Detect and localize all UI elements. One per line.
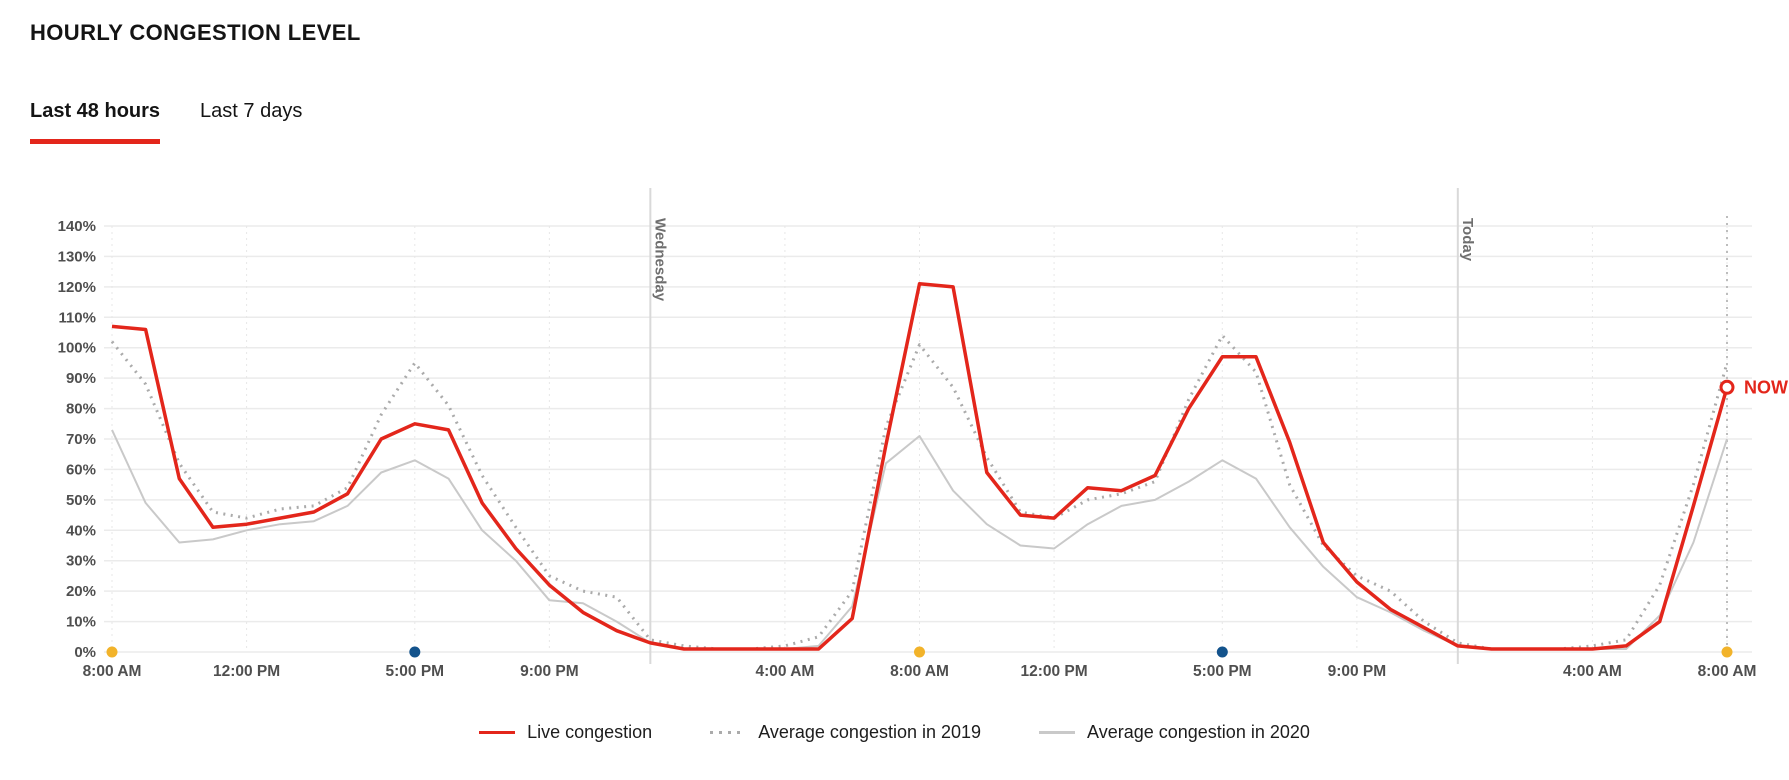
- now-label: NOW: [1744, 377, 1788, 397]
- day-separator-label: Today: [1459, 218, 1476, 262]
- y-tick-label: 90%: [66, 370, 96, 387]
- y-tick-label: 140%: [58, 218, 96, 235]
- x-tick-label: 8:00 AM: [83, 663, 142, 680]
- x-axis-labels: 8:00 AM 12:00 PM 5:00 PM 9:00 PM 4:00 AM 8:00…: [83, 663, 1757, 680]
- y-tick-label: 30%: [66, 553, 96, 570]
- legend-swatch-solid-line: [1039, 731, 1076, 734]
- y-tick-label: 70%: [66, 431, 96, 448]
- x-tick-label: 8:00 AM: [890, 663, 949, 680]
- legend-swatch-dotted-line: [710, 731, 747, 734]
- time-range-tabs: Last 48 hours Last 7 days: [30, 100, 302, 144]
- y-tick-label: 100%: [58, 340, 96, 357]
- y-tick-label: 10%: [66, 614, 96, 631]
- y-tick-label: 110%: [58, 309, 96, 326]
- legend-swatch-solid-line: [479, 731, 516, 734]
- tab-last-48-hours-label: Last 48 hours: [30, 100, 161, 122]
- y-tick-label: 40%: [66, 522, 96, 539]
- y-tick-label: 50%: [66, 492, 96, 509]
- y-tick-label: 20%: [66, 583, 96, 600]
- morning-rush-dot: [1721, 646, 1733, 658]
- x-tick-label: 4:00 AM: [1563, 663, 1622, 680]
- y-axis-labels: 0% 10% 20% 30% 40% 50% 60% 70% 80% 90% 100% 110% 120…: [58, 218, 96, 661]
- legend-item-0: Live congestion: [479, 722, 652, 743]
- y-tick-label: 120%: [58, 279, 96, 296]
- x-tick-label: 5:00 PM: [1193, 663, 1252, 680]
- y-tick-label: 130%: [58, 248, 96, 265]
- series-line-0: [111, 282, 1729, 651]
- chart-legend: Live congestion Average congestion in 201…: [0, 722, 1789, 743]
- morning-rush-dot: [106, 646, 118, 658]
- y-gridlines: [104, 225, 1752, 653]
- x-tick-label: 12:00 PM: [213, 663, 280, 680]
- x-tick-label: 8:00 AM: [1698, 663, 1757, 680]
- x-tick-label: 9:00 PM: [520, 663, 579, 680]
- tab-last-7-days-label: Last 7 days: [200, 100, 303, 122]
- x-tick-label: 4:00 AM: [755, 663, 814, 680]
- evening-rush-dot: [1216, 646, 1228, 658]
- y-tick-label: 0%: [74, 644, 96, 661]
- day-separator: Wednesday: [649, 188, 668, 664]
- x-tick-label: 12:00 PM: [1020, 663, 1087, 680]
- legend-item-1: Average congestion in 2019: [710, 722, 981, 743]
- tab-last-48-hours[interactable]: Last 48 hours: [30, 100, 161, 144]
- legend-label: Live congestion: [527, 722, 653, 742]
- day-separator-label: Wednesday: [651, 218, 668, 302]
- morning-rush-dot: [914, 646, 925, 658]
- evening-rush-dot: [409, 646, 421, 658]
- page-title: HOURLY CONGESTION LEVEL: [30, 20, 361, 45]
- x-tick-label: 9:00 PM: [1328, 663, 1387, 680]
- y-tick-label: 60%: [66, 461, 96, 478]
- series-line-1: [110, 334, 1729, 651]
- x-tick-label: 5:00 PM: [386, 663, 445, 680]
- tab-last-7-days[interactable]: Last 7 days: [200, 100, 302, 144]
- day-separator: Today: [1456, 188, 1476, 664]
- legend-item-2: Average congestion in 2020: [1039, 722, 1310, 743]
- legend-label: Average congestion in 2019: [758, 722, 982, 742]
- y-tick-label: 80%: [66, 401, 96, 418]
- active-tab-indicator: [30, 139, 161, 144]
- legend-label: Average congestion in 2020: [1087, 722, 1310, 742]
- now-point-marker: [1719, 379, 1735, 395]
